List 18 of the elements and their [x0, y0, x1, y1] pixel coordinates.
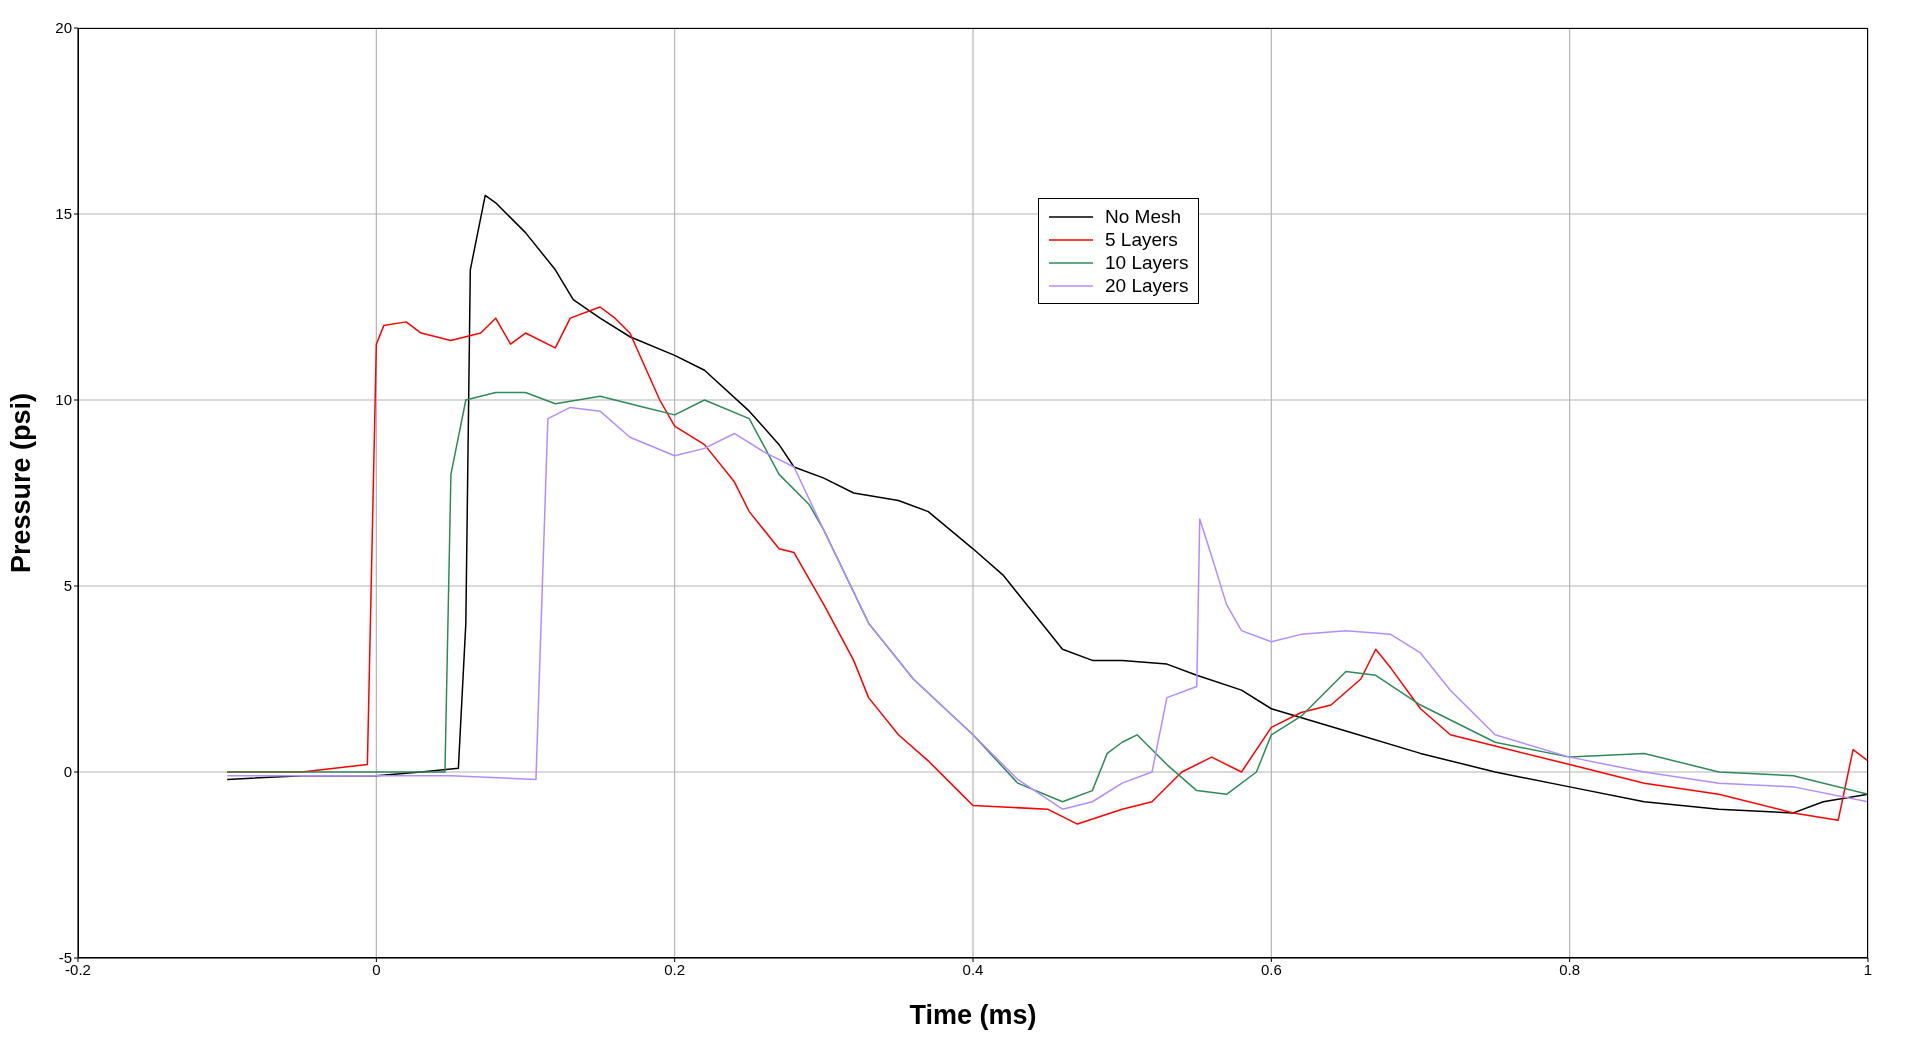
legend-label: 5 Layers	[1105, 228, 1178, 251]
legend-label: 20 Layers	[1105, 274, 1189, 297]
x-tick-label: 1	[1863, 960, 1873, 978]
legend-label: No Mesh	[1105, 205, 1182, 228]
y-tick-label: 0	[63, 763, 72, 781]
x-tick-label: 0.2	[664, 960, 686, 978]
y-tick-label: 5	[63, 577, 72, 595]
x-tick-label: 0	[372, 960, 381, 978]
x-tick-label: 0.4	[962, 960, 984, 978]
y-tick-label: 10	[55, 391, 72, 409]
y-axis-title: Pressure (psi)	[5, 392, 36, 573]
x-tick-label: 0.8	[1559, 960, 1581, 978]
x-axis-title: Time (ms)	[909, 1000, 1037, 1030]
legend-label: 10 Layers	[1105, 251, 1189, 274]
line-series	[226, 194, 1868, 814]
y-tick-label: 20	[55, 19, 72, 37]
y-tick-label: 15	[55, 205, 72, 223]
x-tick-label: 0.6	[1260, 960, 1282, 978]
